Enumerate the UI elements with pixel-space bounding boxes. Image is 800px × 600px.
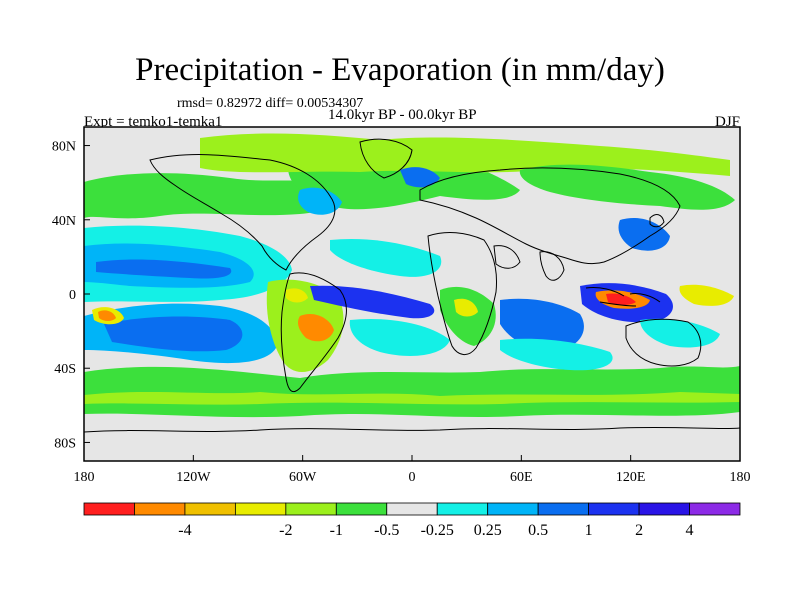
x-tick-label: 180 xyxy=(74,470,95,485)
diff-value: diff= 0.00534307 xyxy=(265,96,364,111)
y-tick-label: 80N xyxy=(52,140,76,155)
colorbar-swatch xyxy=(234,502,287,516)
rmsd-diff-line: rmsd= 0.82972 diff= 0.00534307 xyxy=(177,96,363,112)
colorbar-label: -0.5 xyxy=(374,522,399,539)
africa-yellow xyxy=(454,298,478,317)
y-tick-label: 40N xyxy=(52,214,76,229)
coastline-layer xyxy=(83,138,741,433)
colorbar-label: -4 xyxy=(178,522,191,539)
arctic-green xyxy=(200,133,730,176)
y-tick-label: 80S xyxy=(54,436,76,451)
west-pacific-blue xyxy=(618,217,670,251)
map-title: Precipitation - Evaporation (in mm/day) xyxy=(135,52,665,88)
y-tick-label: 0 xyxy=(69,288,76,303)
pacific-deep-blue xyxy=(96,259,232,279)
atlantic-cyan xyxy=(330,238,442,277)
rmsd-value: rmsd= 0.82972 xyxy=(177,96,262,111)
southern-green-band xyxy=(84,366,740,418)
colorbar-label: -0.25 xyxy=(421,522,454,539)
period-label: 14.0kyr BP - 00.0kyr BP xyxy=(328,107,477,123)
colorbar-swatch xyxy=(638,502,690,516)
x-tick-label: 60E xyxy=(510,470,533,485)
x-tick-label: 120E xyxy=(616,470,646,485)
siberia-green xyxy=(519,164,735,210)
north-america-coast xyxy=(149,154,336,271)
colorbar-swatch xyxy=(83,502,135,516)
australia-coast xyxy=(625,318,702,367)
colorbar-swatch xyxy=(335,502,388,516)
southern-lightgreen-band xyxy=(84,392,740,405)
colorbar-swatch xyxy=(487,502,539,516)
indian-ocean-cyan xyxy=(500,338,613,371)
north-pacific-green xyxy=(84,173,336,219)
colorbar-swatch xyxy=(588,502,640,516)
atlantic-itcz-blue xyxy=(310,285,435,319)
indonesia-coast xyxy=(585,287,661,307)
experiment-label: Expt = temko1-temka1 xyxy=(84,114,223,130)
x-tick-label: 180 xyxy=(730,470,751,485)
maritime-red xyxy=(606,293,636,305)
colorbar-swatch xyxy=(537,502,590,516)
x-tick-label: 120W xyxy=(176,470,211,485)
indian-ocean-blue xyxy=(500,298,584,351)
south-america-coast xyxy=(280,272,347,393)
greenland-coast xyxy=(359,138,413,179)
x-tick-label: 60W xyxy=(289,470,317,485)
colorbar-label: 1 xyxy=(585,522,593,539)
colorbar-swatch xyxy=(285,502,337,516)
season-label: DJF xyxy=(714,114,740,130)
north-america-blue xyxy=(298,187,342,215)
amazon-yellow xyxy=(286,288,308,303)
eurasia-coast xyxy=(419,167,681,265)
colorbar-label: -2 xyxy=(279,522,292,539)
south-pacific-deep-blue xyxy=(104,316,243,352)
antarctica-coast xyxy=(83,426,741,433)
colorbar-label: 2 xyxy=(635,522,643,539)
colorbar: -4 -2 -1 -0.5 -0.25 0.25 0.5 1 2 4 xyxy=(83,502,741,539)
colorbar-swatch xyxy=(184,502,236,516)
colorbar-label: 0.25 xyxy=(474,522,502,539)
colorbar-swatch xyxy=(386,502,438,516)
west-pacific-yellow xyxy=(679,284,734,306)
colorbar-swatch xyxy=(689,502,741,516)
south-atlantic-cyan xyxy=(349,318,450,356)
colorbar-label: -1 xyxy=(330,522,343,539)
greenland-blue xyxy=(400,167,440,188)
colorbar-label: 0.5 xyxy=(528,522,548,539)
south-america-orange xyxy=(298,313,334,342)
arabia-coast xyxy=(493,245,521,269)
colorbar-swatch xyxy=(134,502,186,516)
x-tick-label: 0 xyxy=(409,470,416,485)
pacific-orange-spot xyxy=(98,310,116,321)
colorbar-label: 4 xyxy=(686,522,694,539)
y-tick-label: 40S xyxy=(54,362,76,377)
india-coast xyxy=(539,251,565,281)
axis-ticks: 180 120W 60W 0 60E 120E 180 80N 40N 0 40S 80S xyxy=(52,140,751,485)
japan-coast xyxy=(649,214,665,228)
colorbar-swatch xyxy=(436,502,489,516)
africa-coast xyxy=(427,232,497,355)
